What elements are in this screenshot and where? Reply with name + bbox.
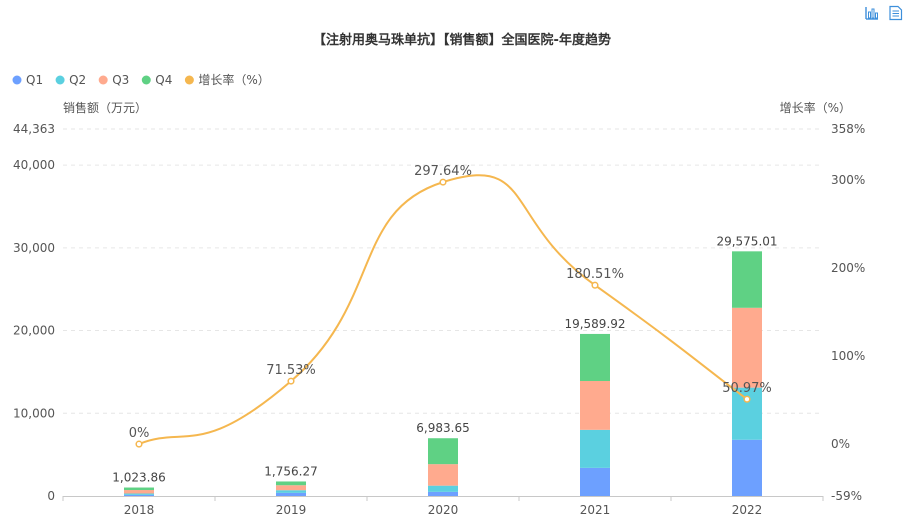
legend-label: Q3: [112, 73, 129, 87]
bar-segment-q3[interactable]: [580, 381, 610, 430]
x-tick-label: 2018: [124, 503, 155, 517]
growth-rate-point[interactable]: [135, 440, 143, 448]
bar-segment-q2[interactable]: [580, 429, 610, 468]
bar-segment-q4[interactable]: [732, 251, 762, 308]
legend-item[interactable]: Q3: [98, 73, 130, 87]
right-tick-label: 100%: [831, 349, 865, 363]
left-axis-name: 销售额（万元）: [63, 100, 147, 115]
bar-chart-icon[interactable]: [865, 6, 879, 20]
growth-rate-point[interactable]: [439, 178, 447, 186]
growth-rate-label: 71.53%: [266, 363, 316, 378]
right-axis: -59% 0% 100% 200% 300% 358%: [831, 122, 865, 503]
bar-segment-q1[interactable]: [580, 467, 610, 496]
bar-total-label: 6,983.65: [416, 421, 469, 435]
right-tick-label: 300%: [831, 173, 865, 187]
bar-segment-q2[interactable]: [124, 493, 154, 495]
legend-marker: [141, 75, 151, 85]
left-tick-label: 40,000: [13, 158, 55, 172]
legend-item[interactable]: 增长率（%）: [184, 72, 270, 87]
left-tick-label: 0: [47, 489, 55, 503]
bar-segment-q3[interactable]: [276, 485, 306, 491]
growth-rate-point[interactable]: [591, 281, 599, 289]
growth-rate-series: 0% 71.53% 297.64% 180.51% 50.97%: [129, 164, 772, 448]
growth-rate-point[interactable]: [287, 377, 295, 385]
legend-marker: [12, 75, 22, 85]
legend-item[interactable]: Q4: [141, 73, 173, 87]
bar-segment-q1[interactable]: [732, 439, 762, 496]
growth-rate-line: [138, 174, 748, 445]
right-axis-name: 增长率（%）: [780, 100, 851, 115]
x-tick-label: 2020: [428, 503, 459, 517]
bar-segment-q4[interactable]: [276, 481, 306, 486]
bar-total-label: 19,589.92: [564, 317, 625, 331]
chart-title: 【注射用奥马珠单抗】【销售额】全国医院-年度趋势: [313, 32, 611, 48]
legend-marker: [98, 75, 108, 85]
data-view-icon[interactable]: [889, 5, 903, 21]
bar-segment-q3[interactable]: [124, 490, 154, 494]
right-tick-label: 0%: [831, 437, 850, 451]
legend-marker: [184, 75, 194, 85]
bar-total-label: 1,756.27: [264, 464, 317, 478]
growth-rate-label: 0%: [129, 426, 150, 441]
bar-total-label: 29,575.01: [716, 234, 777, 248]
right-tick-label: 358%: [831, 122, 865, 136]
bar-series: [124, 251, 762, 496]
bar-segment-q2[interactable]: [428, 485, 458, 492]
bar-segment-q4[interactable]: [428, 438, 458, 465]
left-tick-label: 20,000: [13, 324, 55, 338]
legend-marker: [55, 75, 65, 85]
grid-lines: [63, 128, 823, 414]
growth-rate-label: 50.97%: [722, 381, 772, 396]
bar-segment-q1[interactable]: [276, 492, 306, 496]
bar-segment-q2[interactable]: [276, 490, 306, 493]
left-tick-label: 44,363: [13, 122, 55, 136]
bar-segment-q3[interactable]: [732, 307, 762, 388]
right-tick-label: 200%: [831, 261, 865, 275]
x-tick-label: 2019: [276, 503, 307, 517]
x-tick-label: 2022: [732, 503, 763, 517]
left-tick-label: 30,000: [13, 241, 55, 255]
bar-total-labels: 1,023.86 1,756.27 6,983.65 19,589.92 29,575.…: [112, 234, 777, 484]
legend-label: 增长率（%）: [198, 72, 269, 87]
growth-rate-label: 297.64%: [414, 164, 472, 179]
bar-segment-q3[interactable]: [428, 464, 458, 486]
bar-total-label: 1,023.86: [112, 471, 165, 485]
legend-label: Q4: [155, 73, 172, 87]
bar-segment-q4[interactable]: [580, 333, 610, 382]
legend-label: Q2: [69, 73, 86, 87]
x-axis: 2018 2019 2020 2021 2022: [62, 496, 824, 517]
bar-segment-q1[interactable]: [124, 494, 154, 496]
legend-label: Q1: [26, 73, 43, 87]
growth-rate-label: 180.51%: [566, 267, 624, 282]
left-axis: 0 10,000 20,000 30,000 40,000 44,363: [13, 122, 55, 503]
bar-segment-q4[interactable]: [124, 487, 154, 491]
x-tick-label: 2021: [580, 503, 611, 517]
growth-rate-point[interactable]: [743, 395, 751, 403]
legend: Q1 Q2 Q3 Q4 增长率（%）: [12, 72, 270, 87]
legend-item[interactable]: Q1: [12, 73, 44, 87]
bar-segment-q1[interactable]: [428, 491, 458, 496]
right-tick-label: -59%: [831, 489, 862, 503]
legend-item[interactable]: Q2: [55, 73, 87, 87]
toolbar: [865, 5, 903, 21]
left-tick-label: 10,000: [13, 406, 55, 420]
